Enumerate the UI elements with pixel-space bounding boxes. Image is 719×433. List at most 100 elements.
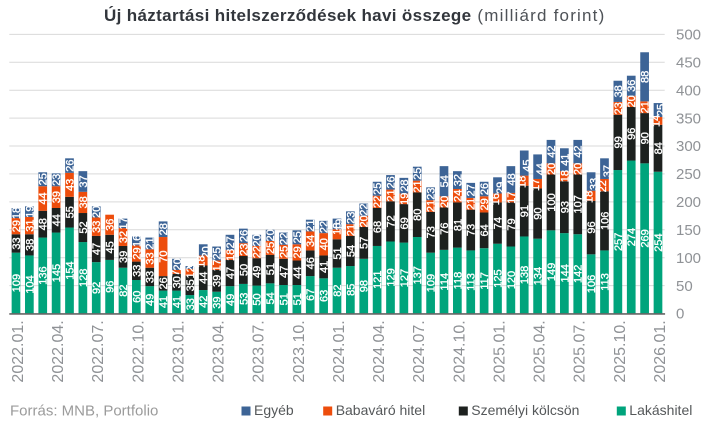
svg-text:26: 26 bbox=[479, 183, 491, 195]
svg-text:33: 33 bbox=[145, 252, 157, 264]
svg-text:25: 25 bbox=[278, 246, 290, 258]
svg-text:200: 200 bbox=[676, 194, 701, 211]
svg-text:25: 25 bbox=[412, 168, 424, 180]
svg-text:49: 49 bbox=[252, 266, 264, 278]
svg-text:22: 22 bbox=[278, 233, 290, 245]
svg-text:2023.07.: 2023.07. bbox=[251, 320, 268, 382]
svg-text:29: 29 bbox=[11, 220, 23, 232]
svg-text:2025.07.: 2025.07. bbox=[572, 320, 589, 382]
svg-text:144: 144 bbox=[559, 264, 571, 282]
svg-text:121: 121 bbox=[372, 271, 384, 289]
svg-text:45: 45 bbox=[522, 159, 534, 171]
svg-text:55: 55 bbox=[64, 206, 76, 218]
svg-text:21: 21 bbox=[145, 237, 157, 249]
svg-text:2025.04.: 2025.04. bbox=[532, 320, 549, 382]
svg-text:20: 20 bbox=[201, 246, 213, 258]
svg-text:26: 26 bbox=[238, 230, 250, 242]
svg-text:25: 25 bbox=[655, 104, 667, 116]
svg-text:43: 43 bbox=[64, 179, 76, 191]
svg-text:26: 26 bbox=[64, 159, 76, 171]
svg-text:36: 36 bbox=[626, 80, 638, 92]
svg-text:93: 93 bbox=[559, 201, 571, 213]
svg-text:96: 96 bbox=[626, 128, 638, 140]
svg-text:33: 33 bbox=[145, 271, 157, 283]
svg-text:2022.07.: 2022.07. bbox=[90, 320, 107, 382]
svg-text:41: 41 bbox=[559, 154, 571, 166]
svg-text:33: 33 bbox=[11, 237, 23, 249]
svg-text:2024.04.: 2024.04. bbox=[371, 320, 388, 382]
svg-text:128: 128 bbox=[78, 269, 90, 287]
svg-text:64: 64 bbox=[479, 224, 491, 236]
svg-text:114: 114 bbox=[439, 273, 451, 291]
svg-text:54: 54 bbox=[439, 175, 451, 187]
svg-text:Forrás: MNB, Portfolio: Forrás: MNB, Portfolio bbox=[10, 403, 158, 420]
svg-text:33: 33 bbox=[185, 298, 197, 310]
svg-text:20: 20 bbox=[91, 206, 103, 218]
svg-text:100: 100 bbox=[546, 193, 558, 211]
svg-text:21: 21 bbox=[385, 189, 397, 201]
svg-text:2023.01.: 2023.01. bbox=[170, 320, 187, 382]
svg-text:47: 47 bbox=[225, 267, 237, 279]
svg-text:20: 20 bbox=[265, 229, 277, 241]
svg-text:Egyéb: Egyéb bbox=[254, 402, 294, 418]
svg-text:50: 50 bbox=[676, 278, 693, 295]
svg-text:113: 113 bbox=[599, 273, 611, 291]
svg-text:106: 106 bbox=[586, 275, 598, 293]
svg-text:90: 90 bbox=[533, 207, 545, 219]
svg-text:20: 20 bbox=[573, 163, 585, 175]
svg-text:450: 450 bbox=[676, 55, 701, 72]
svg-text:81: 81 bbox=[452, 219, 464, 231]
svg-text:39: 39 bbox=[51, 191, 63, 203]
svg-text:2022.01.: 2022.01. bbox=[10, 320, 27, 382]
svg-text:44: 44 bbox=[292, 267, 304, 279]
svg-text:18: 18 bbox=[225, 249, 237, 261]
svg-text:125: 125 bbox=[492, 269, 504, 287]
svg-text:400: 400 bbox=[676, 82, 701, 99]
svg-text:28: 28 bbox=[158, 223, 170, 235]
svg-text:82: 82 bbox=[118, 284, 130, 296]
svg-text:100: 100 bbox=[676, 250, 701, 267]
svg-text:500: 500 bbox=[676, 27, 701, 44]
svg-text:38: 38 bbox=[78, 196, 90, 208]
svg-text:16: 16 bbox=[131, 235, 143, 247]
svg-text:16: 16 bbox=[490, 193, 502, 205]
svg-text:46: 46 bbox=[305, 257, 317, 269]
svg-text:14: 14 bbox=[650, 115, 662, 127]
svg-text:109: 109 bbox=[11, 274, 23, 292]
svg-text:19: 19 bbox=[334, 219, 346, 231]
svg-text:39: 39 bbox=[212, 296, 224, 308]
svg-text:17: 17 bbox=[506, 192, 518, 204]
svg-text:117: 117 bbox=[479, 272, 491, 290]
svg-text:84: 84 bbox=[653, 142, 665, 154]
svg-text:Lakáshitel: Lakáshitel bbox=[629, 402, 692, 418]
svg-text:49: 49 bbox=[145, 294, 157, 306]
svg-text:129: 129 bbox=[385, 268, 397, 286]
svg-text:19: 19 bbox=[24, 206, 36, 218]
svg-text:22: 22 bbox=[252, 246, 264, 258]
svg-text:2024.01.: 2024.01. bbox=[331, 320, 348, 382]
svg-text:47: 47 bbox=[91, 243, 103, 255]
svg-text:26: 26 bbox=[158, 277, 170, 289]
svg-text:44: 44 bbox=[535, 163, 547, 175]
svg-text:54: 54 bbox=[345, 245, 357, 257]
svg-text:51: 51 bbox=[278, 293, 290, 305]
svg-text:300: 300 bbox=[676, 138, 701, 155]
svg-text:76: 76 bbox=[439, 223, 451, 235]
svg-text:118: 118 bbox=[452, 272, 464, 290]
svg-text:90: 90 bbox=[640, 132, 652, 144]
svg-text:25: 25 bbox=[292, 231, 304, 243]
svg-text:12: 12 bbox=[185, 266, 197, 278]
svg-text:60: 60 bbox=[131, 291, 143, 303]
svg-text:18: 18 bbox=[196, 256, 208, 268]
svg-text:2022.10.: 2022.10. bbox=[130, 320, 147, 382]
svg-text:20: 20 bbox=[546, 163, 558, 175]
svg-text:24: 24 bbox=[452, 190, 464, 202]
svg-text:48: 48 bbox=[38, 218, 50, 230]
svg-text:2026.01.: 2026.01. bbox=[652, 320, 669, 382]
svg-text:80: 80 bbox=[412, 209, 424, 221]
svg-text:20: 20 bbox=[439, 196, 451, 208]
svg-text:107: 107 bbox=[573, 195, 585, 213]
svg-text:96: 96 bbox=[586, 221, 598, 233]
svg-text:21: 21 bbox=[412, 180, 424, 192]
svg-text:53: 53 bbox=[238, 293, 250, 305]
